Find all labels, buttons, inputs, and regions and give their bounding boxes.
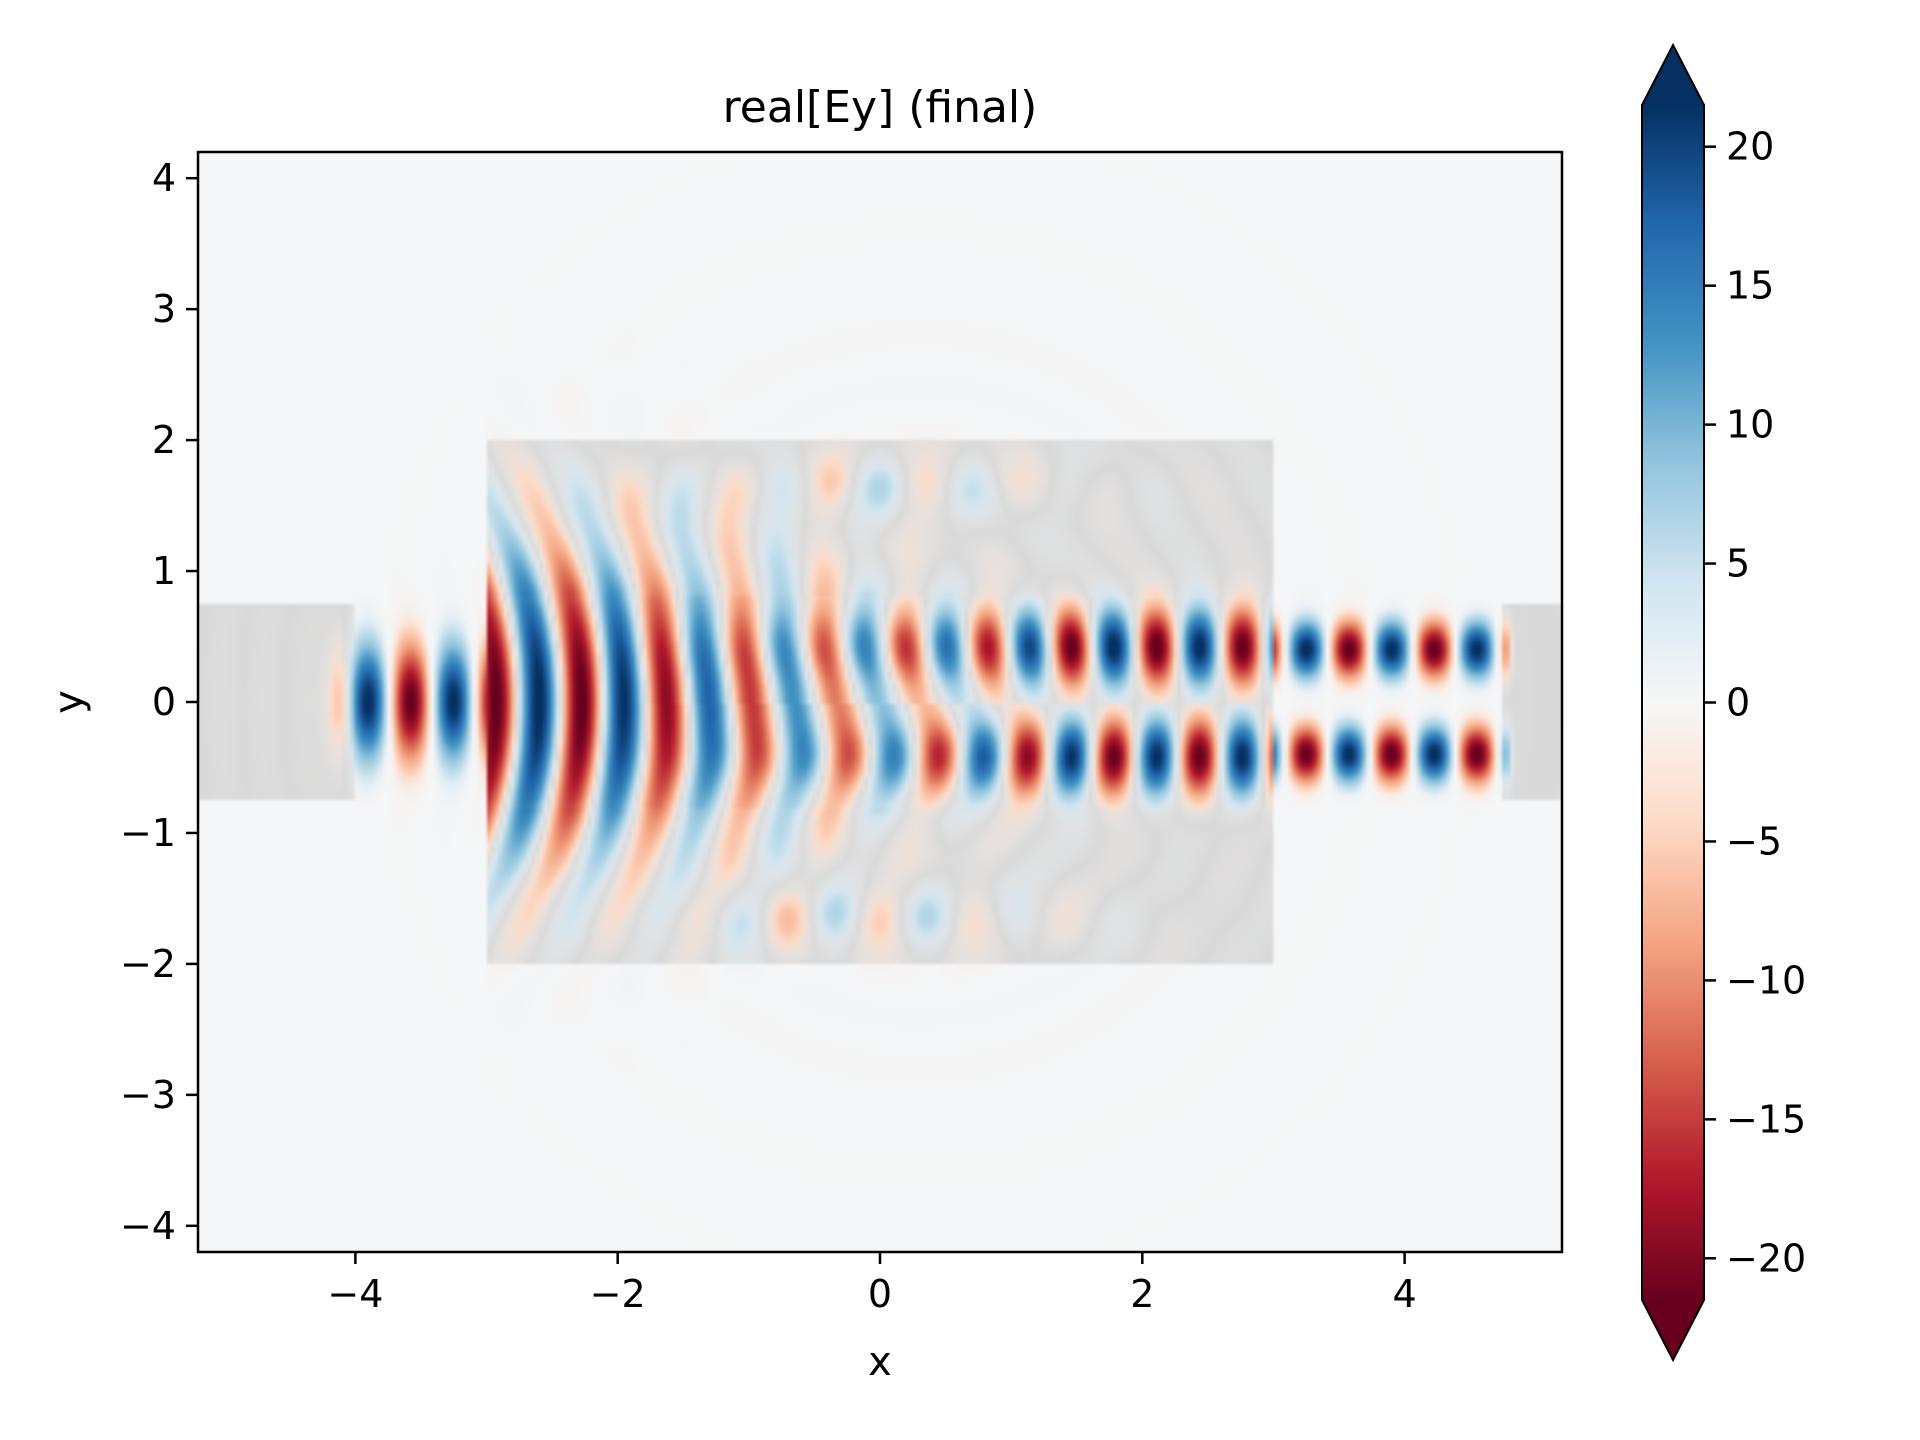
colorbar-tick-label: 5 bbox=[1726, 542, 1750, 586]
colorbar-tick-label: −20 bbox=[1726, 1236, 1806, 1280]
y-tick-label: −2 bbox=[120, 942, 176, 986]
y-tick-label: 3 bbox=[152, 287, 176, 331]
colorbar-tick-label: 15 bbox=[1726, 264, 1774, 308]
colorbar-extend-top bbox=[1642, 45, 1704, 105]
x-tick-label: 2 bbox=[1130, 1272, 1154, 1316]
x-axis: −4 −2 0 2 4 bbox=[327, 1252, 1417, 1316]
colorbar-tick-label: −10 bbox=[1726, 958, 1806, 1002]
x-tick-label: −4 bbox=[327, 1272, 383, 1316]
x-axis-label: x bbox=[868, 1339, 892, 1385]
y-tick-label: 1 bbox=[152, 549, 176, 593]
colorbar-extend-bottom bbox=[1642, 1300, 1704, 1360]
plot-area bbox=[196, 150, 1564, 1254]
y-tick-label: 4 bbox=[152, 156, 176, 200]
y-tick-label: −3 bbox=[120, 1073, 176, 1117]
colorbar-tick-label: 20 bbox=[1726, 125, 1774, 169]
colorbar: 20 15 10 5 0 −5 −10 −15 −20 bbox=[1641, 42, 1806, 1363]
colorbar-gradient bbox=[1642, 105, 1704, 1300]
y-axis-label: y bbox=[46, 690, 92, 714]
colorbar-tick-label: −5 bbox=[1726, 819, 1782, 863]
x-tick-label: −2 bbox=[590, 1272, 646, 1316]
colorbar-tick-label: 0 bbox=[1726, 681, 1750, 725]
colorbar-tick-label: 10 bbox=[1726, 403, 1774, 447]
field-heatmap bbox=[198, 152, 1562, 1252]
chart-title: real[Ey] (final) bbox=[723, 82, 1038, 133]
y-tick-label: −4 bbox=[120, 1204, 176, 1248]
colorbar-outline bbox=[1641, 42, 1705, 1363]
y-tick-label: −1 bbox=[120, 811, 176, 855]
y-tick-label: 2 bbox=[152, 418, 176, 462]
colorbar-ticks: 20 15 10 5 0 −5 −10 −15 −20 bbox=[1704, 125, 1806, 1280]
colorbar-tick-label: −15 bbox=[1726, 1097, 1806, 1141]
y-tick-label: 0 bbox=[152, 680, 176, 724]
x-tick-label: 4 bbox=[1393, 1272, 1417, 1316]
y-axis: −4 −3 −2 −1 0 1 2 3 4 bbox=[120, 156, 198, 1248]
x-tick-label: 0 bbox=[868, 1272, 892, 1316]
